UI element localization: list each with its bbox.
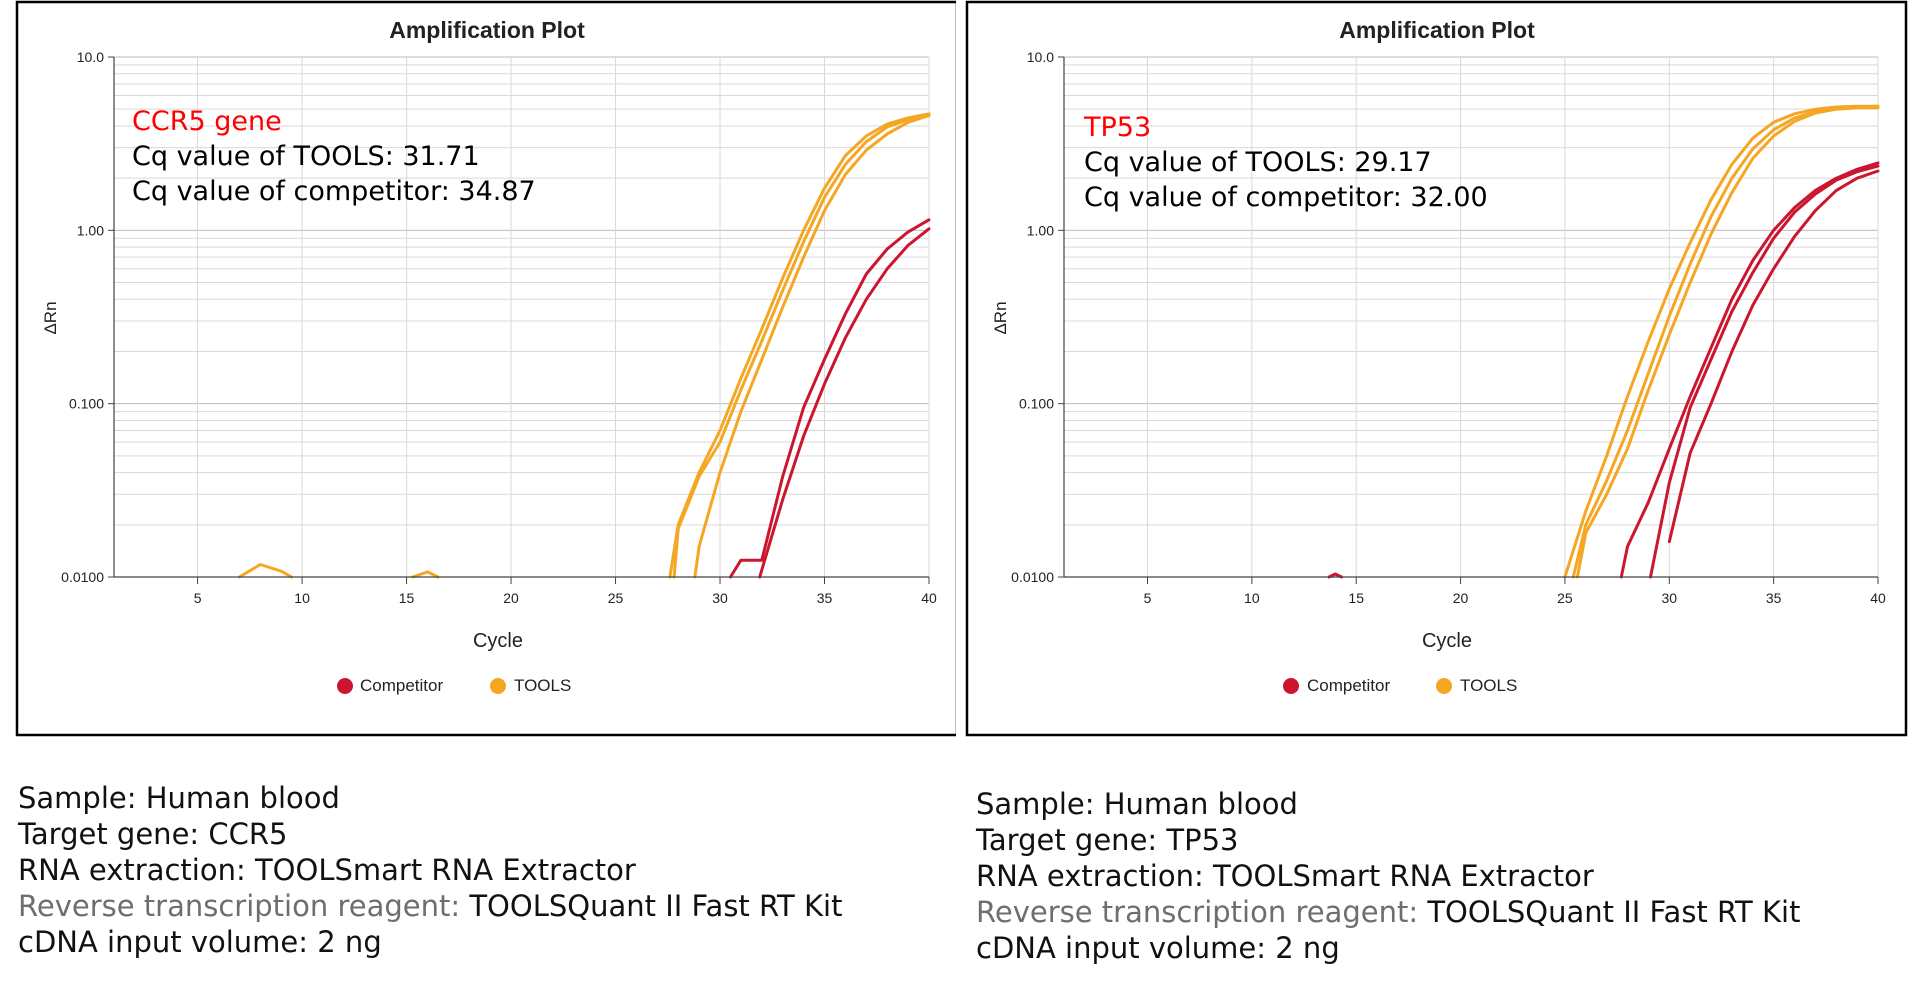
series-line-competitor [758,227,931,579]
legend: Competitor TOOLS [337,676,571,695]
cq-annotation: TP53 Cq value of TOOLS: 29.17 Cq value o… [1083,112,1488,213]
annotation-cq-tools: Cq value of TOOLS: 31.71 [132,141,480,172]
chart-panel-ccr5: Amplification Plot 10.0 1.00 0.100 0.010… [15,0,956,960]
x-tick-label: 20 [503,590,519,606]
y-tick-label: 0.100 [69,396,104,412]
y-tick-label: 0.0100 [61,569,104,585]
legend-marker-competitor [337,678,353,694]
chart-title: Amplification Plot [1339,17,1535,43]
caption-rna: RNA extraction: TOOLSmart RNA Extractor [976,859,1594,893]
x-tick-label: 15 [399,590,415,606]
caption-cdna: cDNA input volume: 2 ng [18,925,382,959]
grid-lines [114,56,930,578]
caption-sample: Sample: Human blood [18,781,340,815]
x-tick-labels: 5 10 15 20 25 30 35 40 [1144,590,1886,606]
y-tick-labels: 10.0 1.00 0.100 0.0100 [61,49,104,585]
x-tick-label: 15 [1348,590,1364,606]
amplification-plot-tp53: Amplification Plot 10.0 1.00 0.100 0.010… [965,0,1908,737]
annotation-gene-name: CCR5 gene [132,106,282,137]
caption-sample: Sample: Human blood [976,787,1298,821]
legend-marker-tools [490,678,506,694]
axes [1058,56,1879,584]
series-line-competitor [1327,572,1344,579]
y-tick-label: 10.0 [77,49,104,65]
axes [108,56,930,584]
caption-rt: Reverse transcription reagent: TOOLSQuan… [18,889,843,923]
series-line-tools [1575,106,1880,579]
y-tick-label: 0.0100 [1011,569,1054,585]
x-tick-label: 40 [921,590,937,606]
legend-label-tools: TOOLS [1460,676,1517,695]
chart-title: Amplification Plot [389,17,585,43]
x-tick-label: 10 [1244,590,1260,606]
legend-label-competitor: Competitor [1307,676,1390,695]
annotation-gene-name: TP53 [1083,112,1151,143]
caption-target: Target gene: CCR5 [18,817,288,851]
legend: Competitor TOOLS [1283,676,1517,695]
y-tick-labels: 10.0 1.00 0.100 0.0100 [1011,49,1054,585]
y-tick-label: 1.00 [77,222,104,238]
x-axis-label: Cycle [473,630,523,652]
y-axis-label: ΔRn [991,301,1010,334]
legend-marker-tools [1436,678,1452,694]
data-series [237,112,931,579]
series-line-competitor [729,218,931,579]
series-line-tools [668,112,931,579]
x-tick-labels: 5 10 15 20 25 30 35 40 [194,590,937,606]
y-tick-label: 1.00 [1027,222,1054,238]
legend-label-competitor: Competitor [360,676,443,695]
amplification-plot-ccr5: Amplification Plot 10.0 1.00 0.100 0.010… [15,0,956,737]
x-tick-label: 25 [1557,590,1573,606]
sample-info-tp53: Sample: Human blood Target gene: TP53 RN… [976,786,1800,966]
series-line-tools [672,114,931,579]
cq-annotation: CCR5 gene Cq value of TOOLS: 31.71 Cq va… [132,106,536,207]
x-tick-label: 30 [1661,590,1677,606]
annotation-cq-competitor: Cq value of competitor: 34.87 [132,176,536,207]
legend-label-tools: TOOLS [514,676,571,695]
x-tick-label: 35 [1766,590,1782,606]
chart-panel-tp53: Amplification Plot 10.0 1.00 0.100 0.010… [956,0,1911,994]
y-tick-label: 0.100 [1019,396,1054,412]
x-tick-label: 5 [1144,590,1152,606]
legend-marker-competitor [1283,678,1299,694]
data-series [1327,104,1880,579]
y-tick-label: 10.0 [1027,49,1054,65]
series-line-competitor [1619,161,1880,579]
series-line-tools [693,114,931,579]
annotation-cq-competitor: Cq value of competitor: 32.00 [1084,182,1488,213]
series-line-competitor [1667,169,1880,544]
x-tick-label: 10 [294,590,310,606]
y-axis-label: ΔRn [41,301,60,334]
sample-info-ccr5: Sample: Human blood Target gene: CCR5 RN… [18,780,842,960]
caption-target: Target gene: TP53 [976,823,1239,857]
caption-rt: Reverse transcription reagent: TOOLSQuan… [976,895,1801,929]
x-tick-label: 35 [817,590,833,606]
x-tick-label: 25 [608,590,624,606]
x-tick-label: 40 [1870,590,1886,606]
x-tick-label: 20 [1453,590,1469,606]
caption-cdna: cDNA input volume: 2 ng [976,931,1340,965]
x-axis-label: Cycle [1422,630,1472,652]
x-tick-label: 5 [194,590,202,606]
series-line-tools [237,563,294,579]
chart-frame [15,0,956,737]
series-line-tools [411,570,440,579]
chart-frame [965,0,1908,737]
caption-rna: RNA extraction: TOOLSmart RNA Extractor [18,853,636,887]
annotation-cq-tools: Cq value of TOOLS: 29.17 [1084,147,1432,178]
series-line-competitor [1649,164,1880,579]
series-line-tools [1563,104,1880,579]
x-tick-label: 30 [712,590,728,606]
